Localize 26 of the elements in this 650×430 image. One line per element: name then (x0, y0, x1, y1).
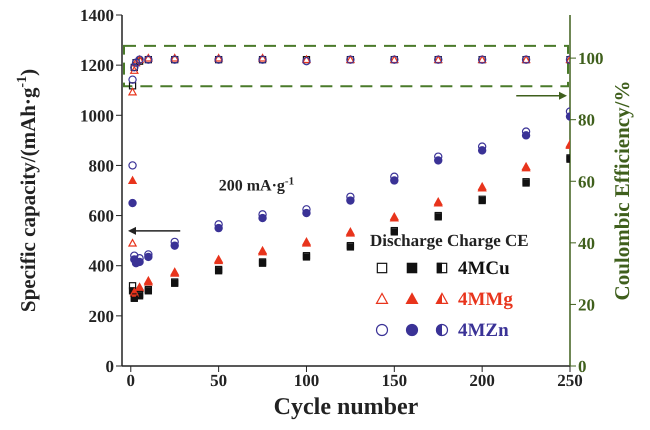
y-tick-label: 1200 (80, 56, 114, 76)
x-tick-label: 250 (557, 371, 583, 390)
x-tick-label: 100 (294, 371, 320, 390)
legend-label: 4MZn (458, 320, 510, 341)
y2-axis-title: Coulombic Efficiency/% (610, 80, 634, 300)
y-tick-label: 400 (88, 256, 114, 276)
legend-label: 4MCu (458, 258, 510, 279)
y-tick-label: 200 (88, 306, 114, 326)
legend-title: Discharge Charge CE (370, 231, 529, 250)
y2-tick-label: 60 (578, 172, 595, 192)
annotation: 200 mA·g$^{-1}$ (218, 176, 294, 194)
x-tick-label: 0 (126, 371, 136, 390)
x-axis-title: Cycle number (274, 394, 419, 420)
y2-tick-label: 20 (578, 295, 595, 314)
y-tick-label: 600 (88, 206, 114, 226)
y-tick-label: 800 (88, 156, 114, 176)
x-tick-label: 150 (382, 371, 408, 390)
legend-label: 4MMg (458, 289, 514, 310)
y-tick-label: 1000 (80, 106, 114, 126)
y2-tick-label: 80 (578, 110, 595, 130)
y2-tick-label: 40 (578, 234, 595, 253)
y-tick-label: 1400 (80, 6, 114, 26)
x-tick-label: 50 (210, 371, 228, 390)
y-tick-label: 0 (106, 357, 114, 376)
x-tick-label: 200 (469, 371, 495, 390)
y2-tick-label: 100 (578, 49, 604, 68)
